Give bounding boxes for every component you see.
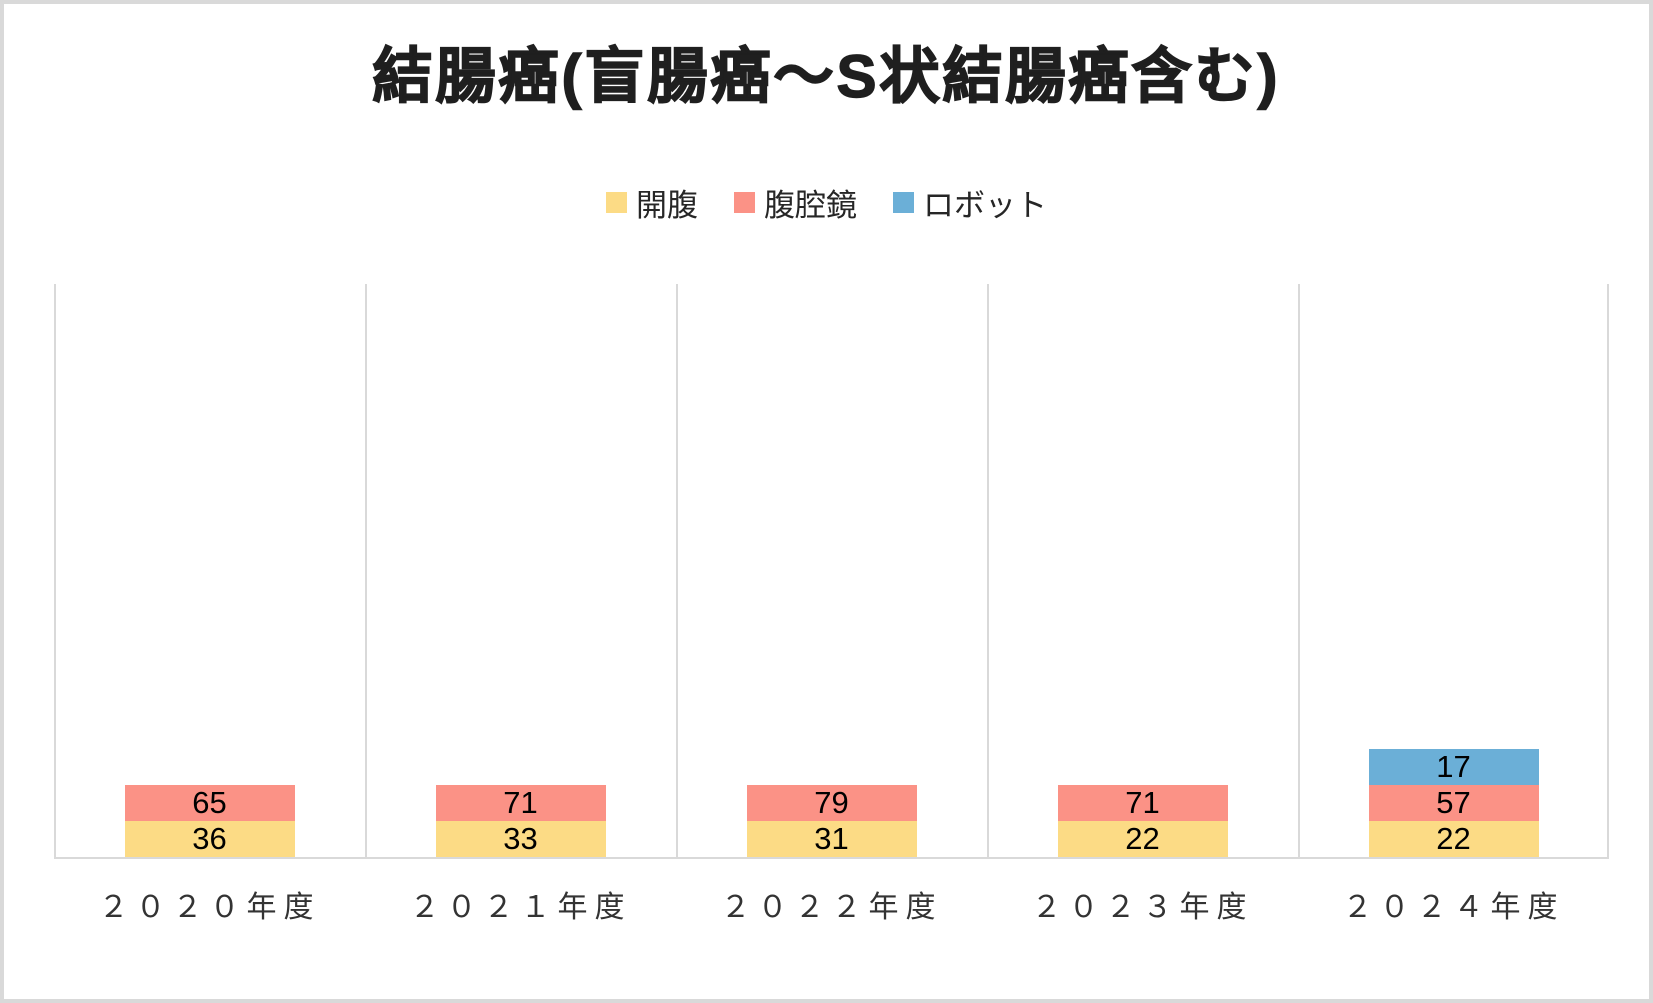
data-label-open: 31 <box>814 821 849 856</box>
segment-laparoscopic: 71 <box>435 785 606 821</box>
vertical-gridline <box>676 284 678 857</box>
vertical-gridline <box>1298 284 1300 857</box>
plot-area: 65 36 71 33 79 31 71 22 17 57 22 <box>54 284 1609 859</box>
stacked-bar-4: 71 22 <box>1057 785 1228 857</box>
x-axis-label-5: ２０２４年度 <box>1342 891 1565 924</box>
legend-swatch-robot <box>893 192 914 213</box>
bar-column-5: 17 57 22 <box>1298 284 1609 857</box>
segment-laparoscopic: 71 <box>1057 785 1228 821</box>
segment-robot: 17 <box>1368 749 1539 785</box>
legend-label-laparoscopic: 腹腔鏡 <box>764 188 857 223</box>
data-label-open: 33 <box>503 821 538 856</box>
data-label-laparoscopic: 65 <box>192 785 227 820</box>
segment-open: 22 <box>1368 821 1539 857</box>
vertical-gridline <box>1607 284 1609 857</box>
segment-open: 31 <box>746 821 917 857</box>
stacked-bar-1: 65 36 <box>124 785 295 857</box>
data-label-laparoscopic: 57 <box>1436 785 1471 820</box>
segment-open: 36 <box>124 821 295 857</box>
data-label-laparoscopic: 71 <box>1125 785 1160 820</box>
bar-column-1: 65 36 <box>54 284 365 857</box>
stacked-bar-3: 79 31 <box>746 785 917 857</box>
x-axis-label-4: ２０２３年度 <box>1031 891 1254 924</box>
legend-swatch-laparoscopic <box>734 192 755 213</box>
legend: 開腹 腹腔鏡 ロボット <box>4 180 1649 225</box>
legend-swatch-open <box>606 192 627 213</box>
legend-label-open: 開腹 <box>636 188 698 223</box>
segment-open: 22 <box>1057 821 1228 857</box>
legend-label-robot: ロボット <box>923 188 1047 223</box>
segment-laparoscopic: 57 <box>1368 785 1539 821</box>
data-label-open: 22 <box>1125 821 1160 856</box>
data-label-laparoscopic: 79 <box>814 785 849 820</box>
data-label-open: 22 <box>1436 821 1471 856</box>
bars-container: 65 36 71 33 79 31 71 22 17 57 22 <box>54 284 1609 857</box>
x-axis-label-1: ２０２０年度 <box>98 891 321 924</box>
segment-laparoscopic: 65 <box>124 785 295 821</box>
bar-column-2: 71 33 <box>365 284 676 857</box>
legend-item-laparoscopic: 腹腔鏡 <box>734 180 857 225</box>
data-label-laparoscopic: 71 <box>503 785 538 820</box>
stacked-bar-5: 17 57 22 <box>1368 749 1539 857</box>
vertical-gridline <box>987 284 989 857</box>
stacked-bar-2: 71 33 <box>435 785 606 857</box>
legend-item-robot: ロボット <box>893 180 1047 225</box>
x-axis-labels: ２０２０年度 ２０２１年度 ２０２２年度 ２０２３年度 ２０２４年度 <box>54 882 1609 926</box>
data-label-robot: 17 <box>1436 749 1471 784</box>
x-axis-label-2: ２０２１年度 <box>409 891 632 924</box>
legend-item-open: 開腹 <box>606 180 698 225</box>
chart-title: 結腸癌(盲腸癌～S状結腸癌含む) <box>372 42 1281 111</box>
segment-laparoscopic: 79 <box>746 785 917 821</box>
segment-open: 33 <box>435 821 606 857</box>
bar-column-3: 79 31 <box>676 284 987 857</box>
x-axis-label-3: ２０２２年度 <box>720 891 943 924</box>
vertical-gridline <box>54 284 56 857</box>
data-label-open: 36 <box>192 821 227 856</box>
vertical-gridline <box>365 284 367 857</box>
bar-column-4: 71 22 <box>987 284 1298 857</box>
